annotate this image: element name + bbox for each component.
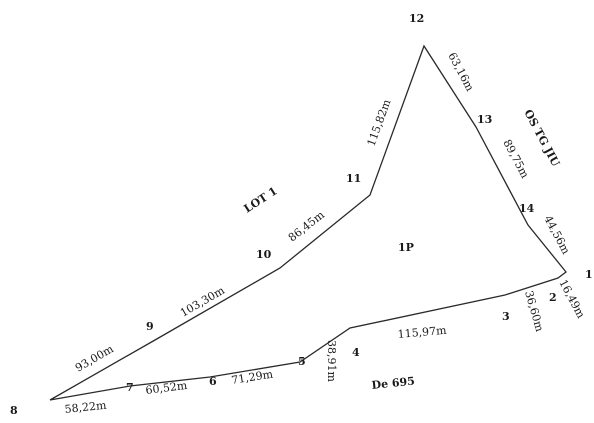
vertex-label-11: 11	[346, 172, 361, 185]
segment-length-2-1: 16,49m	[556, 277, 587, 321]
segment-length-6-5: 71,29m	[230, 367, 274, 386]
vertex-label-9: 9	[146, 320, 154, 333]
vertex-label-8: 8	[10, 404, 18, 417]
vertex-label-6: 6	[209, 375, 217, 388]
segment-length-9-8: 93,00m	[73, 342, 116, 375]
vertex-label-12: 12	[409, 12, 424, 25]
segment-length-7-6: 60,52m	[145, 379, 189, 397]
segment-length-14-13: 89,75m	[500, 137, 531, 181]
vertex-label-5: 5	[298, 355, 306, 368]
segment-length-8-7: 58,22m	[64, 399, 108, 416]
segment-length-4-3: 115,97m	[397, 324, 447, 341]
segment-length-5-4: 38,91m	[325, 340, 338, 382]
parcel-boundary	[49, 44, 567, 401]
vertex-label-13: 13	[477, 113, 492, 126]
segment-length-10-9: 103,30m	[178, 284, 227, 320]
os-tg-jiu-label: OS TG JIU	[521, 107, 562, 169]
vertex-label-2: 2	[549, 291, 557, 304]
road-de-695-label: De 695	[371, 375, 415, 392]
vertex-label-4: 4	[352, 346, 360, 359]
segment-length-3-2: 36,60m	[522, 289, 546, 333]
segment-length-1-14: 44,56m	[541, 213, 572, 257]
vertex-label-7: 7	[126, 381, 134, 394]
vertex-label-14: 14	[519, 202, 535, 215]
vertex-label-10: 10	[256, 248, 272, 261]
vertex-label-3: 3	[502, 310, 510, 323]
lot-1-label: LOT 1	[242, 184, 280, 215]
parcel-label: 1P	[398, 241, 414, 254]
segment-length-11-10: 86,45m	[286, 208, 327, 244]
vertex-label-1: 1	[585, 268, 593, 281]
